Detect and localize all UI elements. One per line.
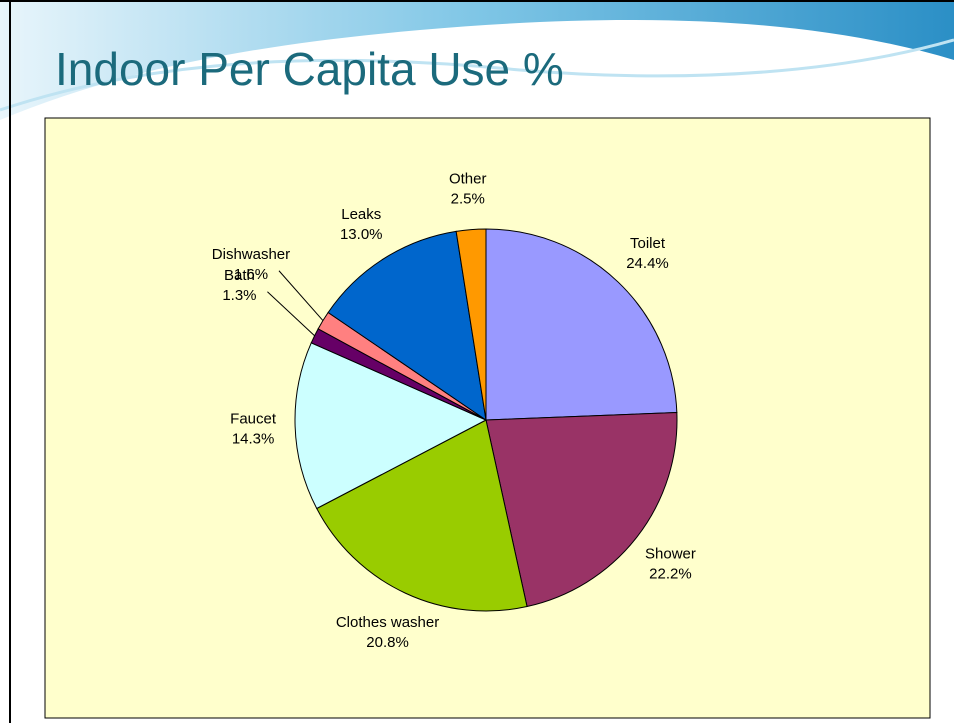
leader-line: [278, 270, 324, 321]
pie-slice: [316, 419, 528, 612]
slice-value-label: 24.4%: [626, 255, 669, 272]
pie-slice: [485, 228, 678, 421]
pie-slice: [455, 228, 487, 421]
slice-label: Clothes washer: [336, 614, 439, 631]
swoosh-line: [0, 38, 954, 112]
slice-value-label: 22.2%: [649, 565, 692, 582]
slice-value-label: 20.8%: [366, 634, 409, 651]
slide-title: Indoor Per Capita Use %: [55, 43, 564, 95]
slice-label: Faucet: [230, 411, 277, 428]
slice-label: Dishwasher: [212, 246, 290, 263]
pie: Toilet 24.4% Shower 22.2% Clothes washer 20.8…: [212, 171, 696, 651]
slice-label: Other: [449, 171, 487, 188]
leader-line: [267, 291, 315, 337]
slice-value-label: 14.3%: [232, 431, 275, 448]
slice-label: Toilet: [630, 235, 666, 252]
header-swoosh: [0, 0, 954, 120]
slice-label: Leaks: [341, 206, 381, 223]
slice-value-label: 2.5%: [451, 191, 485, 208]
pie-slice: [294, 342, 488, 510]
slice-value-label: 1.6%: [234, 266, 268, 283]
slice-value-label: 13.0%: [340, 226, 383, 243]
slice-label: Shower: [645, 545, 696, 562]
pie-slice: [485, 411, 678, 608]
slice-label: Bath: [224, 267, 255, 284]
pie-slice: [327, 230, 487, 422]
slice-value-label: 1.3%: [222, 287, 256, 304]
